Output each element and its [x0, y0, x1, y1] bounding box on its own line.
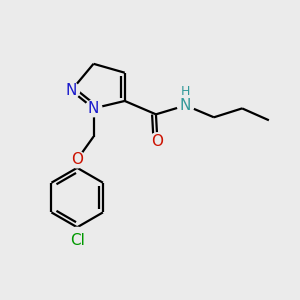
Text: O: O — [152, 134, 164, 148]
Text: N: N — [65, 83, 77, 98]
Circle shape — [69, 232, 85, 249]
Text: H: H — [181, 85, 190, 98]
Text: Cl: Cl — [70, 233, 85, 248]
Circle shape — [64, 227, 91, 254]
Circle shape — [177, 97, 194, 114]
Text: O: O — [71, 152, 83, 167]
Circle shape — [63, 82, 80, 99]
Text: N: N — [88, 101, 99, 116]
Circle shape — [69, 151, 85, 168]
Circle shape — [85, 100, 102, 117]
Circle shape — [149, 133, 166, 149]
Text: N: N — [180, 98, 191, 113]
